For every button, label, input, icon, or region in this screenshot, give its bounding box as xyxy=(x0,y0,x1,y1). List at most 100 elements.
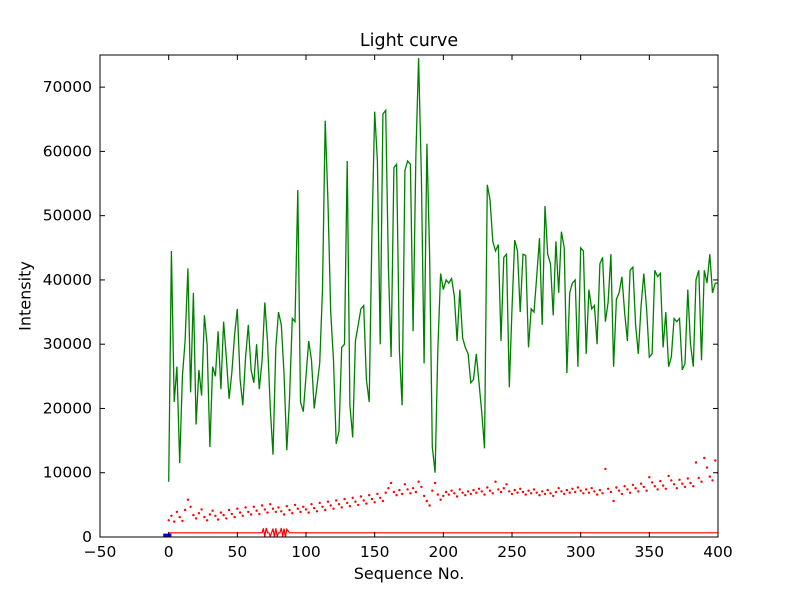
noise-scatter-point xyxy=(258,512,261,516)
noise-scatter-point xyxy=(324,508,327,512)
light-curve xyxy=(168,58,718,482)
noise-scatter-point xyxy=(178,515,181,519)
noise-scatter-point xyxy=(282,513,286,516)
noise-scatter-point xyxy=(708,475,711,478)
x-tick-label: 100 xyxy=(291,543,321,561)
y-tick-label: 0 xyxy=(82,528,92,546)
noise-scatter-point xyxy=(271,507,275,510)
noise-scatter-point xyxy=(392,490,396,494)
noise-scatter-point xyxy=(700,480,703,483)
noise-scatter-point xyxy=(205,519,209,522)
noise-scatter-point xyxy=(527,489,530,492)
noise-scatter-point xyxy=(387,487,390,490)
noise-scatter-point xyxy=(252,505,255,508)
noise-scatter-point xyxy=(280,510,283,513)
noise-scatter-point xyxy=(403,483,407,486)
noise-scatter-point xyxy=(208,513,212,516)
noise-scatter-point xyxy=(260,504,264,507)
noise-scatter-point xyxy=(233,515,236,519)
y-tick-label: 50000 xyxy=(43,207,92,225)
noise-scatter-point xyxy=(219,511,223,514)
noise-scatter-point xyxy=(348,505,352,508)
noise-scatter-point xyxy=(425,499,429,503)
noise-scatter-point xyxy=(362,499,365,502)
x-tick-label: 250 xyxy=(497,543,527,561)
noise-scatter-point xyxy=(302,505,305,508)
noise-scatter-point xyxy=(304,508,308,511)
noise-scatter-point xyxy=(197,512,201,515)
noise-scatter-point xyxy=(683,485,687,489)
noise-scatter-point xyxy=(384,491,387,494)
noise-scatter-point xyxy=(337,503,341,506)
noise-scatter-point xyxy=(238,511,242,514)
noise-scatter-point xyxy=(167,519,170,522)
noise-scatter-point xyxy=(433,481,437,485)
noise-scatter-point xyxy=(521,490,525,494)
noise-scatter-point xyxy=(200,508,203,511)
noise-scatter-point xyxy=(554,490,558,494)
noise-scatter-point xyxy=(502,487,505,490)
noise-scatter-point xyxy=(175,510,179,514)
noise-scatter-point xyxy=(266,511,269,514)
noise-scatter-point xyxy=(711,479,714,482)
noise-scatter-point xyxy=(307,511,310,514)
noise-scatter-point xyxy=(590,487,593,490)
noise-scatter-point xyxy=(497,488,500,491)
noise-scatter-point xyxy=(530,492,533,495)
noise-scatter-point xyxy=(340,506,343,509)
x-tick-label: 0 xyxy=(164,543,174,561)
noise-scatter-point xyxy=(563,492,566,496)
noise-scatter-point xyxy=(486,486,489,489)
y-tick-label: 40000 xyxy=(43,271,92,289)
x-tick-label: 300 xyxy=(566,543,596,561)
noise-scatter-point xyxy=(617,489,621,492)
noise-scatter-point xyxy=(560,490,563,493)
noise-scatter-point xyxy=(659,479,662,483)
noise-scatter-point xyxy=(513,488,516,492)
noise-scatter-point xyxy=(194,517,198,520)
noise-scatter-point xyxy=(595,493,599,496)
noise-scatter-point xyxy=(453,492,456,495)
noise-scatter-point xyxy=(694,461,698,464)
noise-scatter-point xyxy=(395,494,398,497)
noise-scatter-point xyxy=(203,515,206,519)
noise-scatter-point xyxy=(645,489,648,492)
x-tick-label: 150 xyxy=(360,543,390,561)
noise-scatter-point xyxy=(444,490,448,494)
noise-scatter-point xyxy=(623,485,626,488)
noise-scatter-point xyxy=(389,481,393,485)
noise-scatter-point xyxy=(576,486,580,489)
noise-scatter-point xyxy=(332,507,335,510)
noise-scatter-point xyxy=(299,510,302,514)
noise-scatter-point xyxy=(414,490,418,494)
noise-scatter-point xyxy=(406,488,409,491)
noise-scatter-point xyxy=(183,508,187,512)
noise-scatter-point xyxy=(508,490,511,493)
noise-scatter-point xyxy=(466,490,470,493)
noise-scatter-point xyxy=(480,490,483,493)
noise-scatter-point xyxy=(442,494,445,498)
noise-scatter-point xyxy=(411,487,415,490)
noise-scatter-point xyxy=(255,509,258,512)
noise-scatter-point xyxy=(653,485,656,488)
noise-scatter-point xyxy=(335,499,338,502)
x-tick-label: 200 xyxy=(429,543,459,561)
x-tick-label: 400 xyxy=(703,543,733,561)
x-tick-label: 350 xyxy=(635,543,665,561)
noise-scatter-point xyxy=(667,474,670,478)
x-axis-label: Sequence No. xyxy=(353,564,465,583)
noise-scatter-point xyxy=(351,496,354,499)
noise-scatter-point xyxy=(439,498,442,501)
noise-scatter-point xyxy=(568,491,571,494)
noise-scatter-point xyxy=(461,491,464,494)
noise-scatter-point xyxy=(326,500,330,503)
noise-scatter-point xyxy=(574,490,577,494)
noise-scatter-point xyxy=(488,489,492,492)
noise-scatter-point xyxy=(247,510,250,514)
noise-scatter-point xyxy=(593,490,596,493)
noise-scatter-point xyxy=(626,488,629,491)
noise-scatter-point xyxy=(450,489,453,492)
noise-scatter-point xyxy=(620,492,624,496)
noise-scatter-point xyxy=(249,513,253,516)
